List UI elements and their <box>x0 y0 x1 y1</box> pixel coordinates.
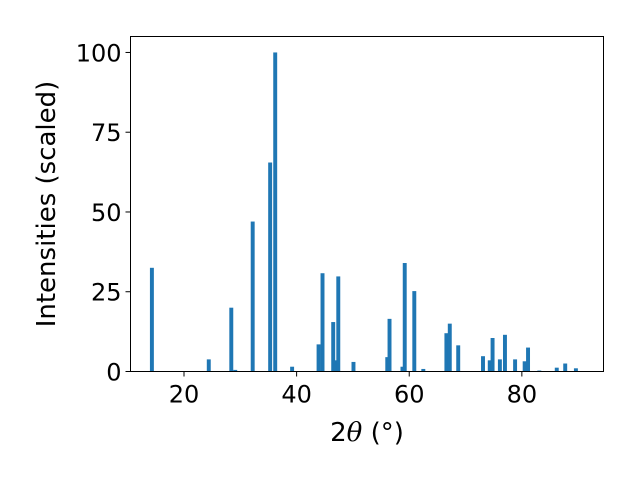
x-axis-label-unit: (°) <box>362 418 404 448</box>
y-tick-label: 100 <box>76 39 122 67</box>
x-tick-label: 20 <box>169 381 200 409</box>
bar <box>385 357 390 372</box>
bar <box>268 162 273 372</box>
bar <box>351 361 356 372</box>
bar <box>487 360 492 372</box>
x-axis-label: 2θ (°) <box>330 418 404 448</box>
x-axis-label-prefix: 2 <box>330 418 347 448</box>
bar <box>490 338 495 372</box>
y-tick-label: 75 <box>91 119 122 147</box>
y-tick-label: 50 <box>91 199 122 227</box>
bar <box>333 360 338 372</box>
bar <box>387 318 392 372</box>
x-tick-label: 80 <box>507 381 538 409</box>
x-tick-label: 60 <box>394 381 425 409</box>
bar <box>290 366 295 372</box>
bar <box>206 359 211 372</box>
bar <box>481 356 485 372</box>
bar <box>250 221 255 372</box>
bar <box>502 334 507 372</box>
bar <box>447 323 452 372</box>
bar <box>513 359 518 372</box>
bar <box>402 263 407 372</box>
bar <box>444 333 449 372</box>
bar <box>554 367 559 372</box>
bar <box>229 307 234 372</box>
plot-frame <box>130 36 604 372</box>
x-axis-label-symbol: θ <box>347 418 363 448</box>
bar <box>316 344 321 372</box>
bar <box>421 368 426 372</box>
bar <box>526 347 531 372</box>
bar <box>522 361 527 372</box>
bar <box>563 363 568 372</box>
bar <box>331 322 336 372</box>
y-tick-label: 25 <box>91 279 122 307</box>
bar <box>497 359 502 372</box>
y-tick-label: 0 <box>106 359 121 387</box>
bar <box>233 369 238 372</box>
bar <box>273 52 278 372</box>
y-axis-label: Intensities (scaled) <box>32 81 62 328</box>
bar <box>456 345 461 372</box>
bars-group <box>149 52 578 372</box>
x-tick-label: 40 <box>281 381 312 409</box>
y-axis: 0 25 50 75 100 <box>76 39 131 387</box>
x-axis: 20 40 60 80 <box>169 371 538 409</box>
bar <box>320 273 325 372</box>
bar <box>400 366 405 372</box>
bar <box>412 291 417 372</box>
bar <box>149 267 154 372</box>
bar <box>573 368 578 372</box>
bar <box>336 276 341 372</box>
